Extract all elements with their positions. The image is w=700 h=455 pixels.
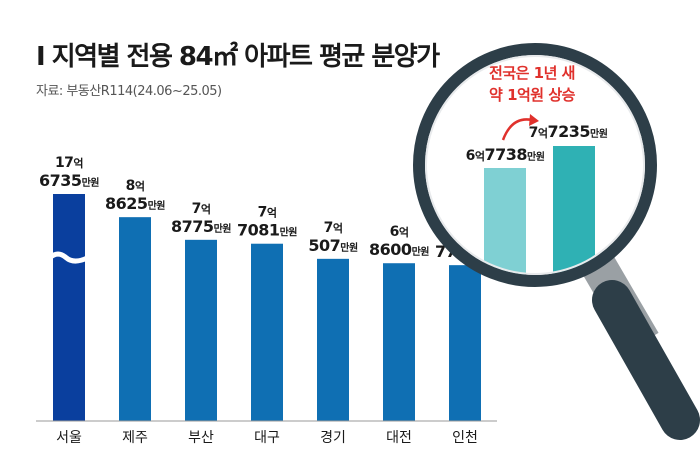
category-label-6: 대전	[386, 430, 412, 446]
lens-content: 6억7738만원 7억7235만원 전국은 1년 새약 1억원 상승	[466, 64, 608, 276]
data-label-eok-3: 7억	[192, 201, 211, 217]
data-label-man-2: 8625만원	[105, 194, 165, 213]
magnifier-handle	[592, 280, 700, 440]
inset-label-before: 6억7738만원	[466, 145, 545, 164]
data-label-eok-5: 7억	[324, 220, 343, 236]
data-label-man-1: 6735만원	[39, 171, 99, 190]
category-label-1: 서울	[56, 430, 82, 446]
bar-1	[53, 194, 85, 421]
category-label-2: 제주	[122, 430, 148, 446]
callout-line-1: 전국은 1년 새	[489, 64, 575, 82]
bar-4	[251, 243, 283, 421]
data-label-man-5: 507만원	[308, 236, 358, 255]
callout-line-2: 약 1억원 상승	[489, 86, 576, 104]
increase-arrow	[501, 118, 533, 141]
inset-bar-after	[553, 146, 595, 276]
bar-7	[449, 265, 481, 421]
category-label-4: 대구	[254, 430, 280, 446]
data-label-eok-6: 6억	[390, 224, 409, 240]
chart-title: I 지역별 전용 84㎡ 아파트 평균 분양가	[36, 42, 440, 72]
data-label-man-3: 8775만원	[171, 217, 231, 236]
data-label-man-4: 7081만원	[237, 221, 297, 240]
bar-3	[185, 239, 217, 421]
bar-6	[383, 263, 415, 421]
magnifier-frame	[413, 43, 657, 287]
inset-bar-before	[484, 168, 526, 276]
magnifier-rim-highlight	[425, 55, 645, 275]
bar-5	[317, 258, 349, 421]
data-label-eok-1: 17억	[55, 155, 83, 171]
data-label-eok-4: 7억	[258, 205, 277, 221]
axis-break-mark	[48, 251, 90, 264]
inset-label-after: 7억7235만원	[529, 122, 608, 141]
bar-2	[119, 217, 151, 421]
data-label-eok-2: 8억	[126, 178, 145, 194]
source-note: 자료: 부동산R114(24.06~25.05)	[36, 84, 222, 99]
category-label-5: 경기	[320, 430, 346, 446]
category-label-7: 인천	[452, 430, 478, 446]
data-label-man-6: 8600만원	[369, 240, 429, 259]
increase-arrowhead	[529, 114, 539, 126]
category-label-3: 부산	[188, 430, 214, 446]
